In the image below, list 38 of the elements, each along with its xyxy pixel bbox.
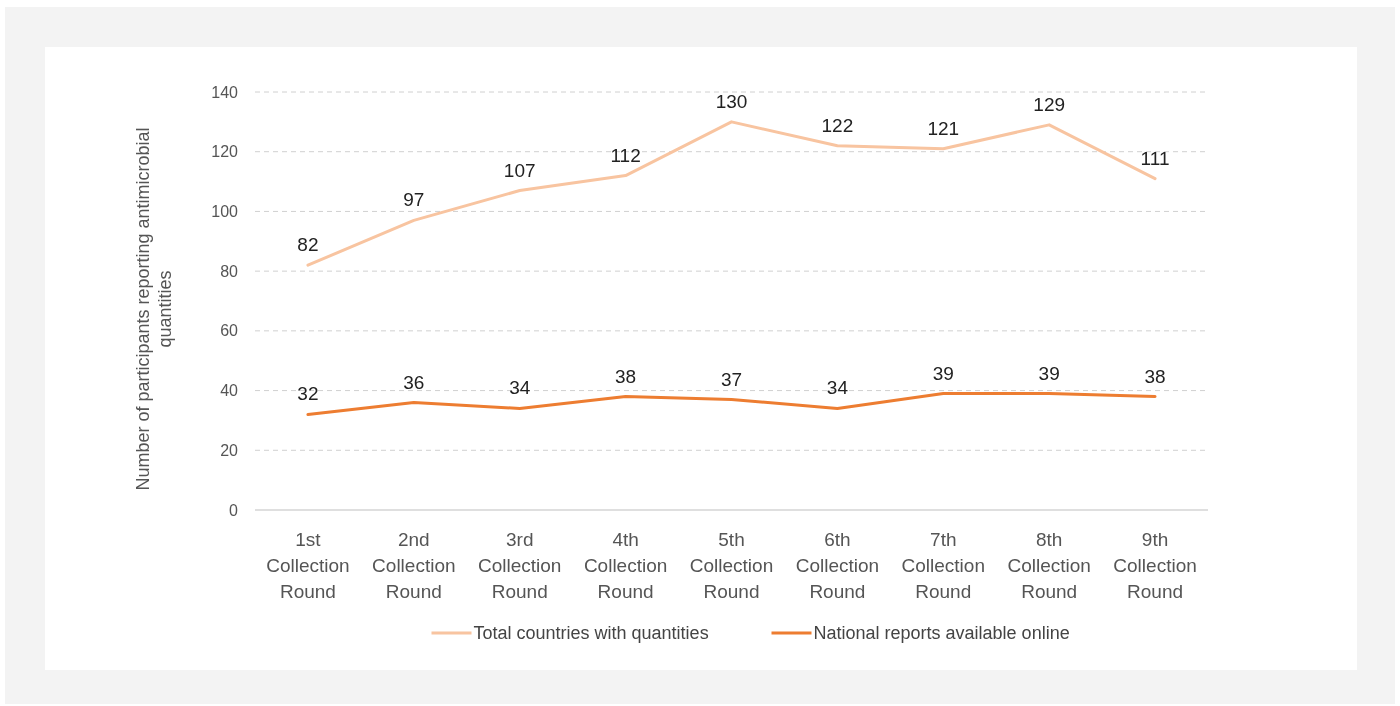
y-tick-label: 0 (229, 501, 239, 519)
data-label: 112 (610, 144, 641, 166)
x-tick-label: 8th Collection Round (1007, 529, 1091, 602)
data-label: 32 (297, 383, 319, 405)
y-tick-label: 140 (211, 83, 239, 101)
data-label: 129 (1033, 93, 1066, 115)
data-label: 97 (403, 189, 425, 211)
data-label: 34 (826, 377, 849, 399)
data-label: 111 (1140, 147, 1170, 169)
data-label: 39 (1038, 362, 1060, 384)
data-label: 121 (927, 117, 960, 139)
x-tick-label: 4th Collection Round (583, 529, 668, 602)
x-tick-label: 2nd Collection Round (372, 529, 456, 602)
x-tick-label: 7th Collection Round (901, 529, 985, 602)
y-tick-label: 100 (211, 203, 239, 221)
data-label: 34 (509, 377, 531, 399)
data-label: 38 (1144, 365, 1166, 387)
y-tick-label: 20 (220, 441, 239, 459)
legend-label: Total countries with quantities (473, 623, 709, 644)
data-label: 37 (720, 368, 743, 390)
data-label: 82 (297, 234, 319, 256)
x-tick-label: 5th Collection Round (689, 529, 774, 602)
y-axis-title: Number of participants reporting antimicrobial quantities (133, 127, 175, 491)
y-tick-label: 40 (220, 382, 239, 400)
x-tick-label: 1st Collection Round (266, 529, 350, 602)
legend-label: National reports available online (813, 623, 1070, 644)
x-tick-label: 3rd Collection Round (478, 529, 562, 602)
x-tick-label: 9th Collection Round (1113, 529, 1197, 602)
data-label: 38 (615, 365, 637, 387)
y-tick-label: 80 (220, 262, 239, 280)
data-label: 36 (403, 371, 425, 393)
y-tick-label: 60 (220, 322, 239, 340)
data-label: 130 (715, 90, 748, 112)
data-label: 122 (821, 114, 854, 136)
x-tick-label: 6th Collection Round (795, 529, 880, 602)
data-label: 39 (932, 362, 954, 384)
data-label: 107 (503, 159, 536, 181)
y-tick-label: 120 (211, 143, 239, 161)
